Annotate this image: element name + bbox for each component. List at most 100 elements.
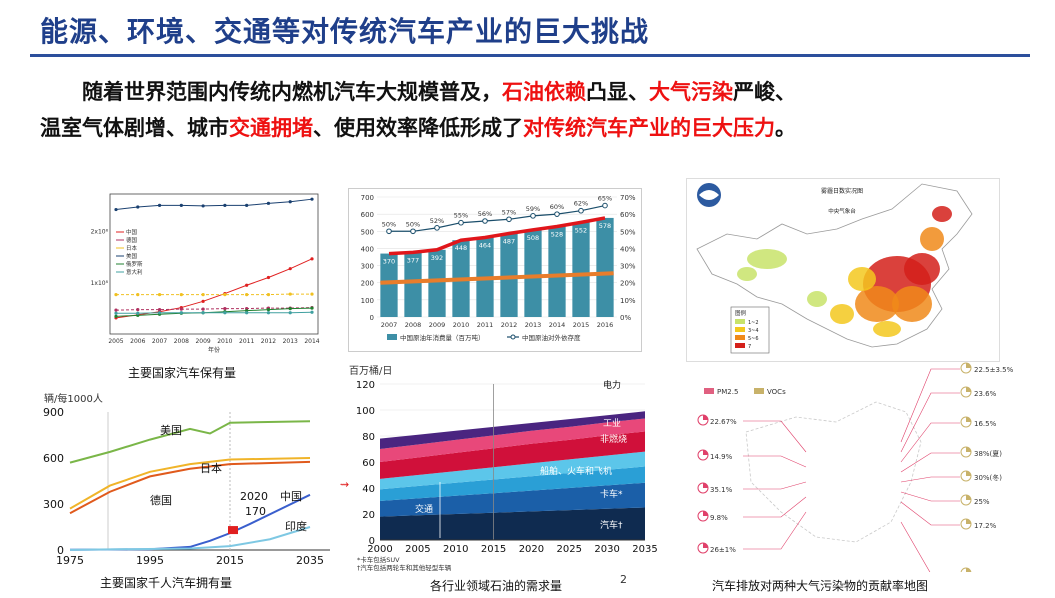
leader-line <box>900 368 960 443</box>
series-line <box>116 311 313 314</box>
pie-slice <box>703 543 708 548</box>
x-tick-label: 2005 <box>108 338 123 345</box>
series-line <box>69 420 311 464</box>
area-label: 交通 <box>415 503 433 515</box>
body-segment: 温室气体剧增、城市 <box>40 116 229 140</box>
bar-value-label: 578 <box>599 222 611 230</box>
leader-line <box>900 521 931 572</box>
contribution-label: 26.9% <box>974 571 997 572</box>
data-point <box>136 311 140 315</box>
stack-area <box>380 418 645 462</box>
stack-area <box>380 466 645 501</box>
data-point <box>223 311 227 315</box>
legend-label: 德国 <box>126 236 138 244</box>
leader-line <box>900 422 960 463</box>
data-point <box>245 292 249 297</box>
ratio-point <box>458 219 464 226</box>
y-tick-label: 300 <box>43 498 64 511</box>
bar <box>572 222 590 317</box>
pie-slice <box>966 519 971 524</box>
y-tick-label: 700 <box>361 194 374 202</box>
leader-line <box>900 501 960 526</box>
legend-label: 中国原油对外依存度 <box>522 333 581 342</box>
data-point <box>288 306 292 311</box>
y-tick-label: 300 <box>361 263 374 271</box>
x-tick-label: 2010 <box>453 321 470 329</box>
area-label: 建筑 <box>603 399 621 411</box>
ratio-label: 50% <box>382 220 396 228</box>
contribution-label: 23.6% <box>974 390 997 398</box>
area-label: 汽车† <box>600 519 623 531</box>
body-highlight: 大气污染 <box>649 80 733 104</box>
ratio-point <box>434 225 440 231</box>
stack-area <box>380 451 645 490</box>
stack-area <box>380 482 645 517</box>
series-line <box>69 526 311 551</box>
contribution-label: 22.5±3.5% <box>974 366 1014 374</box>
footnote: †汽车包括两轮车和其他轻型车辆 <box>357 563 452 572</box>
caption-ownership: 主要国家千人汽车拥有量 <box>100 576 233 590</box>
footnote: *卡车包括SUV <box>357 555 400 564</box>
data-point <box>201 311 205 315</box>
x-tick-label: 2009 <box>429 321 446 329</box>
bar <box>596 217 614 317</box>
y-tick-label: 500 <box>361 228 374 236</box>
data-point <box>288 292 292 296</box>
body-paragraph: 随着世界范围内传统内燃机汽车大规模普及，石油依赖凸显、大气污染严峻、 温室气体剧… <box>40 74 1030 146</box>
contribution-label: 9.8% <box>710 514 728 522</box>
bar-value-label: 370 <box>383 258 395 266</box>
x-tick-label: 2011 <box>239 338 254 345</box>
body-segment: 。 <box>775 116 796 140</box>
leader-line <box>743 455 807 468</box>
legend-marker <box>510 334 516 340</box>
data-point <box>136 205 140 209</box>
legend-swatch <box>735 319 745 324</box>
legend-label: 3~4 <box>748 328 759 334</box>
caption-pollution-map: 汽车排放对两种大气污染物的贡献率地图 <box>712 579 929 593</box>
bar <box>428 249 446 317</box>
body-segment: 、使用效率降低形成了 <box>313 116 523 140</box>
haze-area <box>920 227 944 251</box>
plot-frame <box>109 193 319 335</box>
page-title: 能源、环境、交通等对传统汽车产业的巨大挑战 <box>40 15 650 48</box>
legend-swatch <box>387 334 397 340</box>
x-tick-label: 2010 <box>443 544 468 555</box>
series-label: 印度 <box>285 519 307 533</box>
haze-area <box>737 267 757 281</box>
contribution-label: 14.9% <box>710 453 733 461</box>
contribution-label: 26±1% <box>710 546 736 554</box>
stack-area <box>380 411 645 449</box>
haze-area <box>873 321 901 337</box>
oil-consumption-chart: 0 100 200 300 400 500 600 700 0% 10% 20% 30% 40% 50% 6… <box>361 194 636 342</box>
body-highlight: 交通拥堵 <box>229 116 313 140</box>
pie-slice <box>966 387 971 392</box>
body-line-2: 温室气体剧增、城市交通拥堵、使用效率降低形成了对传统汽车产业的巨大压力。 <box>40 110 1030 146</box>
x-tick-label: 2007 <box>152 338 167 345</box>
pollution-map-panel: PM2.5 VOCs 22.67% 14.9% 35.1% 9.8% 26±1% 22.5±3… <box>686 362 1026 572</box>
logo-mark <box>699 190 719 200</box>
bar-value-label: 508 <box>527 234 539 242</box>
ratio-label: 55% <box>454 212 468 220</box>
ratio-point <box>554 211 560 217</box>
stack-area <box>380 507 645 540</box>
haze-area <box>807 291 827 307</box>
haze-area <box>855 286 899 322</box>
haze-area <box>892 286 932 322</box>
leader-line <box>743 496 807 518</box>
series-line <box>116 293 312 296</box>
data-point <box>201 204 205 208</box>
legend-label: 美国 <box>126 252 138 260</box>
data-point <box>266 311 271 315</box>
series-line <box>115 198 313 211</box>
bar <box>380 253 398 317</box>
area-label: 电力 <box>603 379 621 391</box>
y-tick-label: 400 <box>361 245 374 253</box>
legend-swatch <box>704 388 714 394</box>
bar <box>524 229 542 317</box>
x-tick-label: 2014 <box>304 338 319 345</box>
x-tick-label: 2012 <box>261 338 276 345</box>
y2-tick-label: 70% <box>620 194 636 202</box>
pie-slice <box>703 450 708 455</box>
data-point <box>157 311 162 315</box>
